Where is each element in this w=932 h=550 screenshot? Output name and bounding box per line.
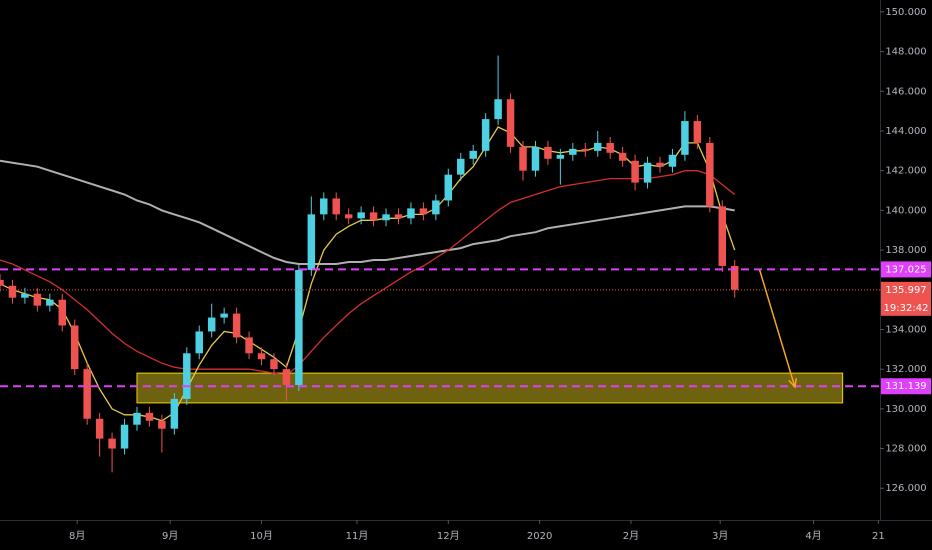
y-tick-label: 126.000 [885,483,926,494]
level-label: 137.025 [885,264,926,275]
candle-body [70,325,79,370]
level-label-box [881,261,931,278]
y-tick-label: 150.000 [885,7,926,18]
candle-body [519,146,527,171]
x-tick-label: 4月 [805,530,821,542]
candle-body [544,146,552,159]
candle-body [320,198,328,215]
y-tick-label: 132.000 [885,364,926,375]
candle-body [643,162,652,183]
candle-body [295,269,303,386]
candle-body [706,142,714,207]
candle-body [394,214,403,219]
candle-body [668,154,677,167]
candle-body [220,313,228,318]
candle-body [33,293,42,306]
y-tick-label: 130.000 [885,404,926,415]
price-label-box [881,281,931,316]
candle-body [145,412,154,421]
candle-body [556,154,565,159]
candle-body [718,206,726,266]
y-tick-label: 142.000 [885,166,926,177]
candle-body [569,148,577,155]
candle-body [419,208,428,215]
candle-body [58,299,66,326]
candle-body [245,337,253,354]
candle-body [469,150,477,159]
x-tick-label: 3月 [712,530,728,542]
level-label-box [881,378,931,395]
candle-body [506,99,515,147]
candle-body [307,214,316,270]
level-label: 131.139 [885,381,926,392]
countdown: 19:32:42 [884,303,929,314]
candle-body [8,285,17,298]
candle-body [108,438,116,449]
candle-body [95,418,104,439]
candle-body [581,148,590,151]
candle-body [0,279,4,286]
candle-body [494,99,502,120]
candle-body [594,142,602,151]
y-tick-label: 140.000 [885,205,926,216]
x-tick-label: 2月 [623,530,639,542]
candle-body [444,174,453,201]
candle-body [282,369,291,386]
candle-body [332,198,340,215]
candle-body [481,119,490,151]
target-zone [136,372,844,404]
candle-body [133,412,141,425]
candle-body [681,121,689,155]
candle-body [232,313,241,338]
price-label: 135.997 [885,285,926,296]
y-tick-label: 134.000 [885,324,926,335]
candle-body [382,214,390,221]
x-tick-label: 2020 [527,531,552,542]
candle-body [730,265,739,290]
candle-body [344,214,353,219]
candle-body [195,331,203,354]
y-tick-label: 128.000 [885,444,926,455]
candle-body [120,424,129,449]
candle-body [631,160,639,183]
candle-body [170,398,179,429]
candle-body [207,317,216,332]
x-tick-label: 10月 [250,530,273,542]
moving-average [0,159,735,265]
x-tick-label: 8月 [69,530,85,542]
candle-body [432,200,440,215]
moving-average [0,170,736,376]
y-tick-label: 146.000 [885,86,926,97]
candle-body [606,142,614,153]
x-tick-label: 11月 [346,530,369,542]
candle-body [83,369,91,419]
candle-body [457,158,465,175]
candle-body [656,162,664,167]
candle-body [158,420,166,429]
candle-body [270,359,278,370]
y-tick-label: 144.000 [885,126,926,137]
candle-body [183,353,191,399]
x-tick-label: 12月 [437,530,460,542]
candle-body [357,212,365,219]
arrow-head [788,378,798,389]
candle-body [257,353,266,360]
candle-body [21,293,29,298]
candle-body [531,146,540,171]
candle-body [618,152,627,161]
candle-body [46,299,54,306]
y-tick-label: 138.000 [885,245,926,256]
forecast-arrow [758,269,796,388]
x-tick-label: 9月 [162,530,178,542]
candle-body [369,212,378,221]
candle-body [693,121,702,143]
candle-body [407,208,415,219]
x-tick-label: 21 [872,531,885,542]
y-tick-label: 148.000 [885,47,926,58]
